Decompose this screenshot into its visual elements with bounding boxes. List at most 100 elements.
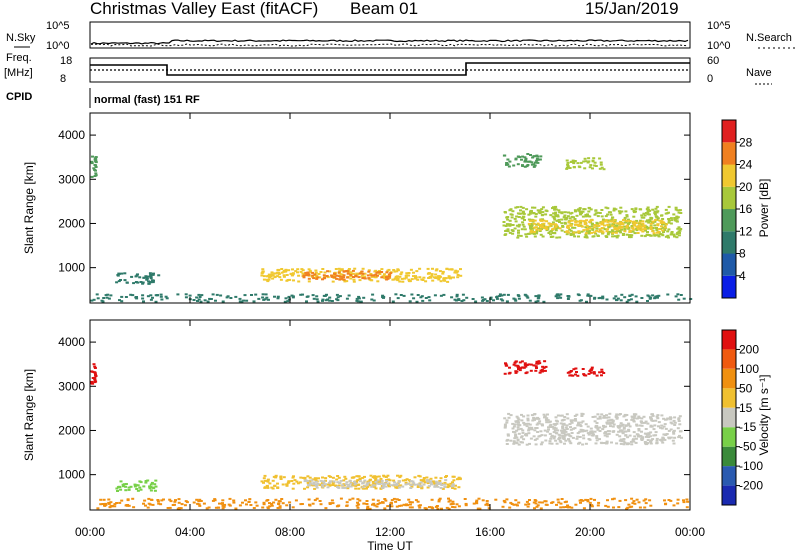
colorbar-tick-label: 8 [739,247,746,261]
data-cell [262,501,266,504]
data-cell [487,507,491,510]
data-cell [206,300,210,303]
data-cell [543,225,547,228]
data-cell [188,294,192,297]
data-cell [418,506,422,509]
data-cell [166,507,170,509]
data-cell [169,500,173,503]
data-cell [646,209,650,212]
data-cell [664,427,668,430]
data-cell [655,205,659,208]
data-cell [371,498,375,501]
data-cell [663,225,667,228]
data-cell [678,232,681,234]
data-cell [534,365,538,368]
data-cell [434,269,438,272]
data-cell [245,503,248,506]
x-tick-label: 12:00 [375,525,405,539]
data-cell [569,219,573,222]
data-cell [477,497,481,500]
data-cell [620,430,624,433]
data-cell [514,220,518,223]
data-cell [307,484,311,487]
data-cell [458,478,462,481]
data-cell [365,487,368,490]
data-cell [616,234,620,237]
data-cell [580,225,584,228]
data-cell [489,296,493,299]
data-cell [556,429,560,432]
data-cell [669,428,673,431]
data-cell [677,418,681,421]
colorbar-tick-label: -200 [739,479,763,493]
data-cell [619,439,623,442]
data-cell [600,227,604,229]
data-cell [532,501,536,504]
data-cell [184,293,188,296]
colorbar-swatch [722,142,736,165]
data-cell [285,484,289,487]
data-cell [596,413,600,416]
data-cell [595,227,599,230]
data-cell [655,234,659,237]
data-cell [277,500,281,503]
data-cell [622,233,625,235]
data-cell [648,297,652,300]
data-cell [439,486,443,489]
data-cell [135,484,139,487]
data-cell [641,228,645,231]
data-cell [395,484,399,487]
noise-sky-label: N.Sky [6,32,36,44]
data-cell [565,167,569,170]
data-cell [571,419,575,422]
velocity-y-axis-label: Slant Range [km] [22,369,36,461]
data-cell [135,296,138,298]
data-cell [577,235,580,238]
data-cell [326,270,330,273]
data-cell [399,294,403,296]
data-cell [339,479,343,482]
data-cell [623,230,627,233]
data-cell [602,416,606,419]
data-cell [234,295,238,298]
data-cell [436,485,440,488]
data-cell [294,270,298,273]
data-cell [646,422,650,425]
data-cell [632,211,636,214]
data-cell [221,507,225,510]
data-cell [131,497,135,500]
data-cell [213,498,217,501]
data-cell [120,499,124,502]
data-cell [646,300,649,302]
data-cell [577,165,581,168]
data-cell [315,484,318,487]
data-cell [524,294,528,297]
data-cell [538,371,542,374]
data-cell [554,225,558,228]
data-cell [349,482,353,485]
data-cell [94,161,98,164]
data-cell [517,368,520,370]
data-cell [376,499,380,502]
data-cell [318,500,322,502]
data-cell [124,489,128,492]
y-tick-label: 2000 [58,216,85,230]
data-cell [121,485,125,488]
data-cell [569,370,573,372]
data-cell [656,417,660,420]
data-cell [393,481,397,484]
data-cell [603,434,607,437]
data-cell [276,486,280,489]
data-cell [441,487,445,490]
data-cell [93,367,97,369]
data-cell [661,234,665,237]
data-cell [104,502,108,505]
data-cell [578,499,582,502]
data-cell [436,507,440,510]
data-cell [563,430,567,433]
data-cell [677,298,681,301]
data-cell [602,424,605,427]
data-cell [621,223,625,226]
data-cell [582,220,586,223]
data-cell [600,221,604,224]
